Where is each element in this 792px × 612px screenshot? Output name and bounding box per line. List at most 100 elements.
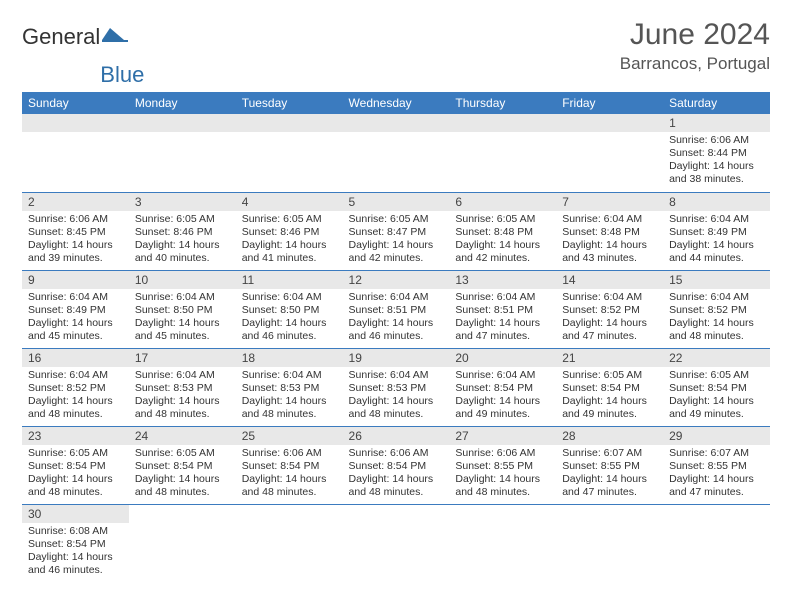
calendar-cell: 15Sunrise: 6:04 AMSunset: 8:52 PMDayligh…: [663, 270, 770, 348]
calendar-cell: 12Sunrise: 6:04 AMSunset: 8:51 PMDayligh…: [343, 270, 450, 348]
day-number-empty: [663, 505, 770, 523]
day-number: 14: [556, 271, 663, 289]
calendar-cell: [556, 114, 663, 192]
calendar-cell: 14Sunrise: 6:04 AMSunset: 8:52 PMDayligh…: [556, 270, 663, 348]
day-content: Sunrise: 6:05 AMSunset: 8:54 PMDaylight:…: [663, 367, 770, 426]
calendar-cell: [343, 114, 450, 192]
day-content: Sunrise: 6:05 AMSunset: 8:54 PMDaylight:…: [556, 367, 663, 426]
calendar-cell: 23Sunrise: 6:05 AMSunset: 8:54 PMDayligh…: [22, 426, 129, 504]
day-number: 2: [22, 193, 129, 211]
day-number: 28: [556, 427, 663, 445]
day-content: Sunrise: 6:04 AMSunset: 8:49 PMDaylight:…: [663, 211, 770, 270]
calendar-cell: 8Sunrise: 6:04 AMSunset: 8:49 PMDaylight…: [663, 192, 770, 270]
calendar-row: 16Sunrise: 6:04 AMSunset: 8:52 PMDayligh…: [22, 348, 770, 426]
calendar-cell: 6Sunrise: 6:05 AMSunset: 8:48 PMDaylight…: [449, 192, 556, 270]
day-number-empty: [343, 114, 450, 132]
logo-text-2: Blue: [100, 62, 144, 87]
calendar-cell: 18Sunrise: 6:04 AMSunset: 8:53 PMDayligh…: [236, 348, 343, 426]
calendar-cell: 1Sunrise: 6:06 AMSunset: 8:44 PMDaylight…: [663, 114, 770, 192]
calendar-cell: [129, 504, 236, 582]
day-content: Sunrise: 6:04 AMSunset: 8:49 PMDaylight:…: [22, 289, 129, 348]
day-number: 5: [343, 193, 450, 211]
day-number-empty: [556, 505, 663, 523]
day-content: Sunrise: 6:05 AMSunset: 8:47 PMDaylight:…: [343, 211, 450, 270]
day-number: 17: [129, 349, 236, 367]
day-number-empty: [343, 505, 450, 523]
day-number-empty: [449, 114, 556, 132]
day-content: Sunrise: 6:04 AMSunset: 8:50 PMDaylight:…: [236, 289, 343, 348]
day-content: Sunrise: 6:05 AMSunset: 8:46 PMDaylight:…: [236, 211, 343, 270]
weekday-header: Tuesday: [236, 92, 343, 114]
day-number: 19: [343, 349, 450, 367]
calendar-row: 23Sunrise: 6:05 AMSunset: 8:54 PMDayligh…: [22, 426, 770, 504]
calendar-cell: 29Sunrise: 6:07 AMSunset: 8:55 PMDayligh…: [663, 426, 770, 504]
calendar-cell: 9Sunrise: 6:04 AMSunset: 8:49 PMDaylight…: [22, 270, 129, 348]
day-content: Sunrise: 6:04 AMSunset: 8:54 PMDaylight:…: [449, 367, 556, 426]
day-content: Sunrise: 6:04 AMSunset: 8:53 PMDaylight:…: [129, 367, 236, 426]
day-content: Sunrise: 6:06 AMSunset: 8:44 PMDaylight:…: [663, 132, 770, 191]
calendar-cell: 30Sunrise: 6:08 AMSunset: 8:54 PMDayligh…: [22, 504, 129, 582]
calendar-cell: 28Sunrise: 6:07 AMSunset: 8:55 PMDayligh…: [556, 426, 663, 504]
weekday-header-row: Sunday Monday Tuesday Wednesday Thursday…: [22, 92, 770, 114]
day-content: Sunrise: 6:04 AMSunset: 8:53 PMDaylight:…: [343, 367, 450, 426]
day-number: 25: [236, 427, 343, 445]
day-number: 15: [663, 271, 770, 289]
calendar-cell: 3Sunrise: 6:05 AMSunset: 8:46 PMDaylight…: [129, 192, 236, 270]
day-number: 10: [129, 271, 236, 289]
day-content: Sunrise: 6:07 AMSunset: 8:55 PMDaylight:…: [663, 445, 770, 504]
day-number: 27: [449, 427, 556, 445]
day-number: 26: [343, 427, 450, 445]
day-number: 21: [556, 349, 663, 367]
day-number: 12: [343, 271, 450, 289]
weekday-header: Thursday: [449, 92, 556, 114]
calendar-row: 2Sunrise: 6:06 AMSunset: 8:45 PMDaylight…: [22, 192, 770, 270]
calendar-cell: 17Sunrise: 6:04 AMSunset: 8:53 PMDayligh…: [129, 348, 236, 426]
calendar-cell: 11Sunrise: 6:04 AMSunset: 8:50 PMDayligh…: [236, 270, 343, 348]
day-number-empty: [129, 114, 236, 132]
calendar-cell: 13Sunrise: 6:04 AMSunset: 8:51 PMDayligh…: [449, 270, 556, 348]
day-number-empty: [556, 114, 663, 132]
day-content: Sunrise: 6:06 AMSunset: 8:54 PMDaylight:…: [236, 445, 343, 504]
day-number: 4: [236, 193, 343, 211]
calendar-cell: 10Sunrise: 6:04 AMSunset: 8:50 PMDayligh…: [129, 270, 236, 348]
calendar-cell: 25Sunrise: 6:06 AMSunset: 8:54 PMDayligh…: [236, 426, 343, 504]
calendar-cell: 5Sunrise: 6:05 AMSunset: 8:47 PMDaylight…: [343, 192, 450, 270]
calendar-cell: 4Sunrise: 6:05 AMSunset: 8:46 PMDaylight…: [236, 192, 343, 270]
day-content: Sunrise: 6:04 AMSunset: 8:53 PMDaylight:…: [236, 367, 343, 426]
day-content: Sunrise: 6:06 AMSunset: 8:55 PMDaylight:…: [449, 445, 556, 504]
day-content: Sunrise: 6:08 AMSunset: 8:54 PMDaylight:…: [22, 523, 129, 582]
day-number-empty: [129, 505, 236, 523]
weekday-header: Saturday: [663, 92, 770, 114]
calendar-cell: 21Sunrise: 6:05 AMSunset: 8:54 PMDayligh…: [556, 348, 663, 426]
day-number-empty: [449, 505, 556, 523]
day-content: Sunrise: 6:06 AMSunset: 8:45 PMDaylight:…: [22, 211, 129, 270]
calendar-cell: 26Sunrise: 6:06 AMSunset: 8:54 PMDayligh…: [343, 426, 450, 504]
day-content: Sunrise: 6:05 AMSunset: 8:54 PMDaylight:…: [22, 445, 129, 504]
day-number: 18: [236, 349, 343, 367]
day-number: 13: [449, 271, 556, 289]
day-number: 8: [663, 193, 770, 211]
calendar-row: 9Sunrise: 6:04 AMSunset: 8:49 PMDaylight…: [22, 270, 770, 348]
calendar-row: 30Sunrise: 6:08 AMSunset: 8:54 PMDayligh…: [22, 504, 770, 582]
day-content: Sunrise: 6:05 AMSunset: 8:54 PMDaylight:…: [129, 445, 236, 504]
day-content: Sunrise: 6:04 AMSunset: 8:48 PMDaylight:…: [556, 211, 663, 270]
day-number: 20: [449, 349, 556, 367]
day-number: 9: [22, 271, 129, 289]
calendar-cell: [236, 114, 343, 192]
calendar-cell: [449, 114, 556, 192]
calendar-cell: 2Sunrise: 6:06 AMSunset: 8:45 PMDaylight…: [22, 192, 129, 270]
day-number: 1: [663, 114, 770, 132]
day-content: Sunrise: 6:06 AMSunset: 8:54 PMDaylight:…: [343, 445, 450, 504]
calendar-cell: 19Sunrise: 6:04 AMSunset: 8:53 PMDayligh…: [343, 348, 450, 426]
calendar-cell: [22, 114, 129, 192]
weekday-header: Wednesday: [343, 92, 450, 114]
day-number: 16: [22, 349, 129, 367]
calendar-cell: [556, 504, 663, 582]
calendar-cell: [343, 504, 450, 582]
calendar-table: Sunday Monday Tuesday Wednesday Thursday…: [22, 92, 770, 582]
day-number: 23: [22, 427, 129, 445]
day-content: Sunrise: 6:05 AMSunset: 8:48 PMDaylight:…: [449, 211, 556, 270]
calendar-cell: [449, 504, 556, 582]
day-number: 6: [449, 193, 556, 211]
day-content: Sunrise: 6:04 AMSunset: 8:50 PMDaylight:…: [129, 289, 236, 348]
